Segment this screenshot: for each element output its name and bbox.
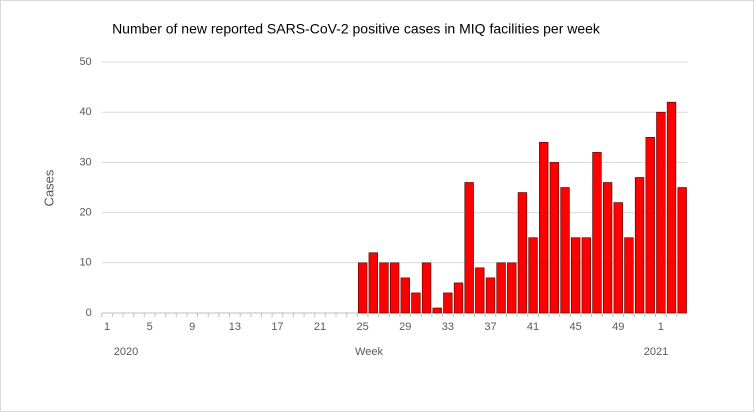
x-tick-label: 37 [484,321,496,333]
x-tick-label: 21 [314,321,326,333]
y-axis-label: Cases [41,169,56,206]
x-tick-label: 41 [527,321,539,333]
bar [421,262,432,314]
bar [443,292,453,314]
bar [560,187,570,314]
bar [613,202,623,314]
bar [624,237,634,314]
bar [549,162,560,314]
y-tick-label: 40 [79,106,91,118]
x-tick-label: 9 [189,321,195,333]
y-tick-label: 20 [79,207,91,219]
bar [677,187,687,314]
y-tick-label: 30 [79,156,91,168]
bar [602,182,613,314]
bar [411,292,421,314]
chart-title: Number of new reported SARS-CoV-2 positi… [112,21,601,37]
bar [528,237,538,314]
bar [475,267,485,314]
bar [645,137,655,314]
bar [389,262,400,314]
y-tick-label: 0 [86,307,92,319]
x-tick-label: 1 [658,321,664,333]
bar [485,277,496,314]
bar [592,152,602,314]
bar [517,192,528,314]
x-tick-label: 49 [612,321,624,333]
year-label: 2020 [114,346,138,358]
bar [379,262,389,314]
bar [496,262,506,314]
x-tick-label: 29 [399,321,411,333]
bar [539,142,549,314]
x-tick-label: 1 [104,321,110,333]
bar [464,182,474,314]
bar [634,177,645,314]
bar [453,282,464,314]
bar [357,262,368,314]
bar [432,307,442,314]
bar [368,252,378,314]
x-axis-label: Week [355,346,383,358]
bar [507,262,517,314]
bar [656,111,666,314]
x-tick-label: 25 [357,321,369,333]
x-tick-label: 45 [570,321,582,333]
bar [570,237,581,314]
y-tick-label: 50 [79,56,91,68]
bar [666,101,677,314]
bar [581,237,591,314]
x-tick-label: 13 [229,321,241,333]
x-tick-label: 17 [271,321,283,333]
bar [400,277,410,314]
year-label: 2021 [644,346,668,358]
y-tick-label: 10 [79,257,91,269]
x-tick-label: 33 [442,321,454,333]
x-tick-label: 5 [147,321,153,333]
